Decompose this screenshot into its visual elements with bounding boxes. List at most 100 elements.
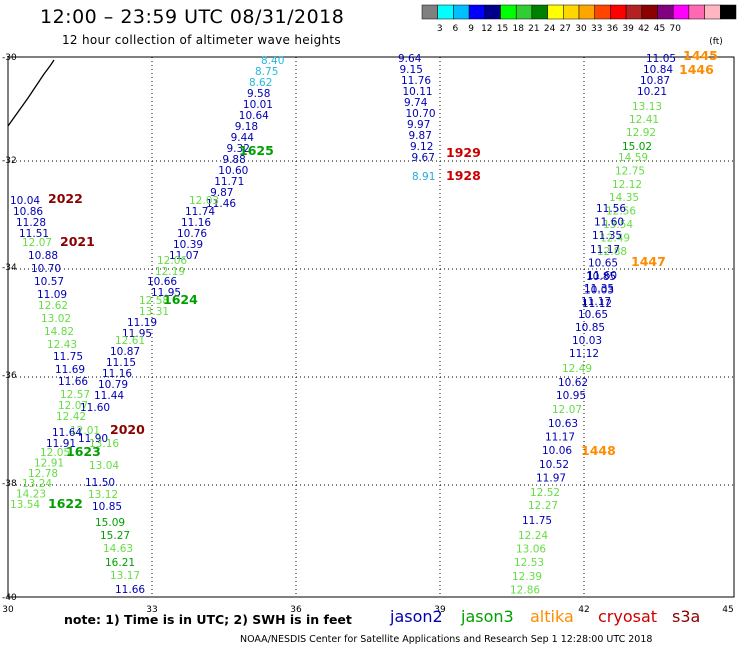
swh-value: 13.16 [89,438,119,450]
swh-value: 11.74 [185,206,215,218]
swh-value: 11.60 [594,217,624,229]
swh-value: 10.11 [403,86,433,98]
swh-value: 10.85 [575,322,605,334]
legend-swatch [657,4,674,20]
legend-label: 36 [607,24,619,34]
swh-value: 12.41 [629,114,659,126]
swh-value: 10.66 [147,276,177,288]
swh-value: 11.95 [122,328,152,340]
swh-value: 16.21 [105,557,135,569]
swh-value: 13.12 [88,489,118,501]
y-tick-label: -36 [2,371,17,381]
pass-number-label: 1623 [66,444,101,459]
satellite-name-jason2: jason2 [390,607,443,626]
swh-value: 10.52 [539,459,569,471]
swh-value: 11.76 [401,75,431,87]
swh-value: 8.91 [412,171,435,183]
legend-swatch [421,4,438,20]
y-tick-label: -30 [2,53,17,63]
legend-label: 15 [497,24,508,34]
swh-value: 11.09 [37,289,67,301]
swh-value: 10.70 [31,263,61,275]
swh-value: 11.90 [78,433,108,445]
swh-value: 15.27 [100,530,130,542]
satellite-name-cryosat: cryosat [598,607,658,626]
y-tick-label: -32 [2,156,17,166]
pass-number-label: 1447 [631,254,666,269]
swh-value: 12.53 [514,557,544,569]
swh-value: 9.97 [407,119,430,131]
swh-value: 14.59 [618,152,648,164]
swh-value: 9.12 [410,141,433,153]
swh-value: 11.91 [46,438,76,450]
footer-note: note: 1) Time is in UTC; 2) SWH is in fe… [64,612,352,627]
swh-value: 10.39 [173,239,203,251]
swh-value: 11.12 [569,348,599,360]
swh-value: 12.91 [34,457,64,469]
legend-label: 45 [654,24,665,34]
swh-value: 9.87 [409,130,432,142]
satellite-name-s3a: s3a [672,607,701,626]
swh-value: 10.70 [406,108,436,120]
swh-value: 10.57 [34,276,64,288]
swh-value: 11.35 [584,283,614,295]
swh-value: 10.03 [584,285,614,297]
swh-value: 9.87 [210,187,233,199]
swh-value: 11.66 [115,584,145,596]
satellite-name-jason3: jason3 [461,607,514,626]
swh-value: 10.86 [13,206,43,218]
swh-value: 12.01 [70,425,100,437]
pass-number-label: 1445 [683,48,718,63]
pass-number-label: 2020 [110,422,145,437]
legend-label: 39 [622,24,634,34]
swh-value: 12.56 [606,206,636,218]
swh-value: 10.88 [28,250,58,262]
legend-swatch [484,4,501,20]
pass-number-label: 1446 [679,62,714,77]
swh-value: 11.17 [581,296,611,308]
satellite-name-altika: altika [530,607,574,626]
swh-value: 11.17 [545,432,575,444]
legend-label: 12 [481,24,492,34]
legend-swatch [547,4,564,20]
pass-number-label: 1928 [446,168,481,183]
legend-swatch [688,4,705,20]
swh-value: 11.46 [206,198,236,210]
legend-swatch [594,4,611,20]
swh-value: 9.15 [400,64,423,76]
page-subtitle: 12 hour collection of altimeter wave hei… [62,33,341,47]
swh-value: 11.75 [53,351,83,363]
swh-value: 11.19 [127,317,157,329]
swh-value: 9.58 [247,88,270,100]
swh-value: 12.05 [40,447,70,459]
legend-swatch [610,4,627,20]
swh-value: 11.15 [106,357,136,369]
swh-value: 8.75 [255,66,278,78]
x-tick-label: 42 [578,605,589,615]
swh-value: 13.06 [516,544,546,556]
legend-label: 9 [468,24,474,34]
swh-value: 12.39 [512,571,542,583]
swh-value: 15.09 [95,517,125,529]
legend-label: 33 [591,24,602,34]
swh-value: 10.21 [637,86,667,98]
swh-value: 10.87 [110,346,140,358]
swh-value: 11.66 [58,376,88,388]
swh-value: 9.44 [231,132,255,144]
legend-swatch [468,4,486,20]
legend-swatch [500,4,517,20]
swh-value: 14.63 [103,543,133,555]
swh-value: 11.16 [102,368,132,380]
swh-value: 12.03 [189,195,219,207]
swh-value: 10.84 [643,64,673,76]
swh-value: 12.75 [615,165,645,177]
legend-swatch [578,4,595,20]
legend-label: 42 [638,24,649,34]
color-legend: 3 6 9 12 15 18 21 24 27 30 33 36 39 42 45 70(ft) [421,4,737,47]
pass-number-label: 1625 [239,143,274,158]
legend-label: 21 [528,24,539,34]
swh-value: 8.40 [261,55,284,67]
swh-value: 11.12 [582,298,612,310]
swh-value: 10.76 [177,228,207,240]
swh-value: 8.62 [249,77,272,89]
